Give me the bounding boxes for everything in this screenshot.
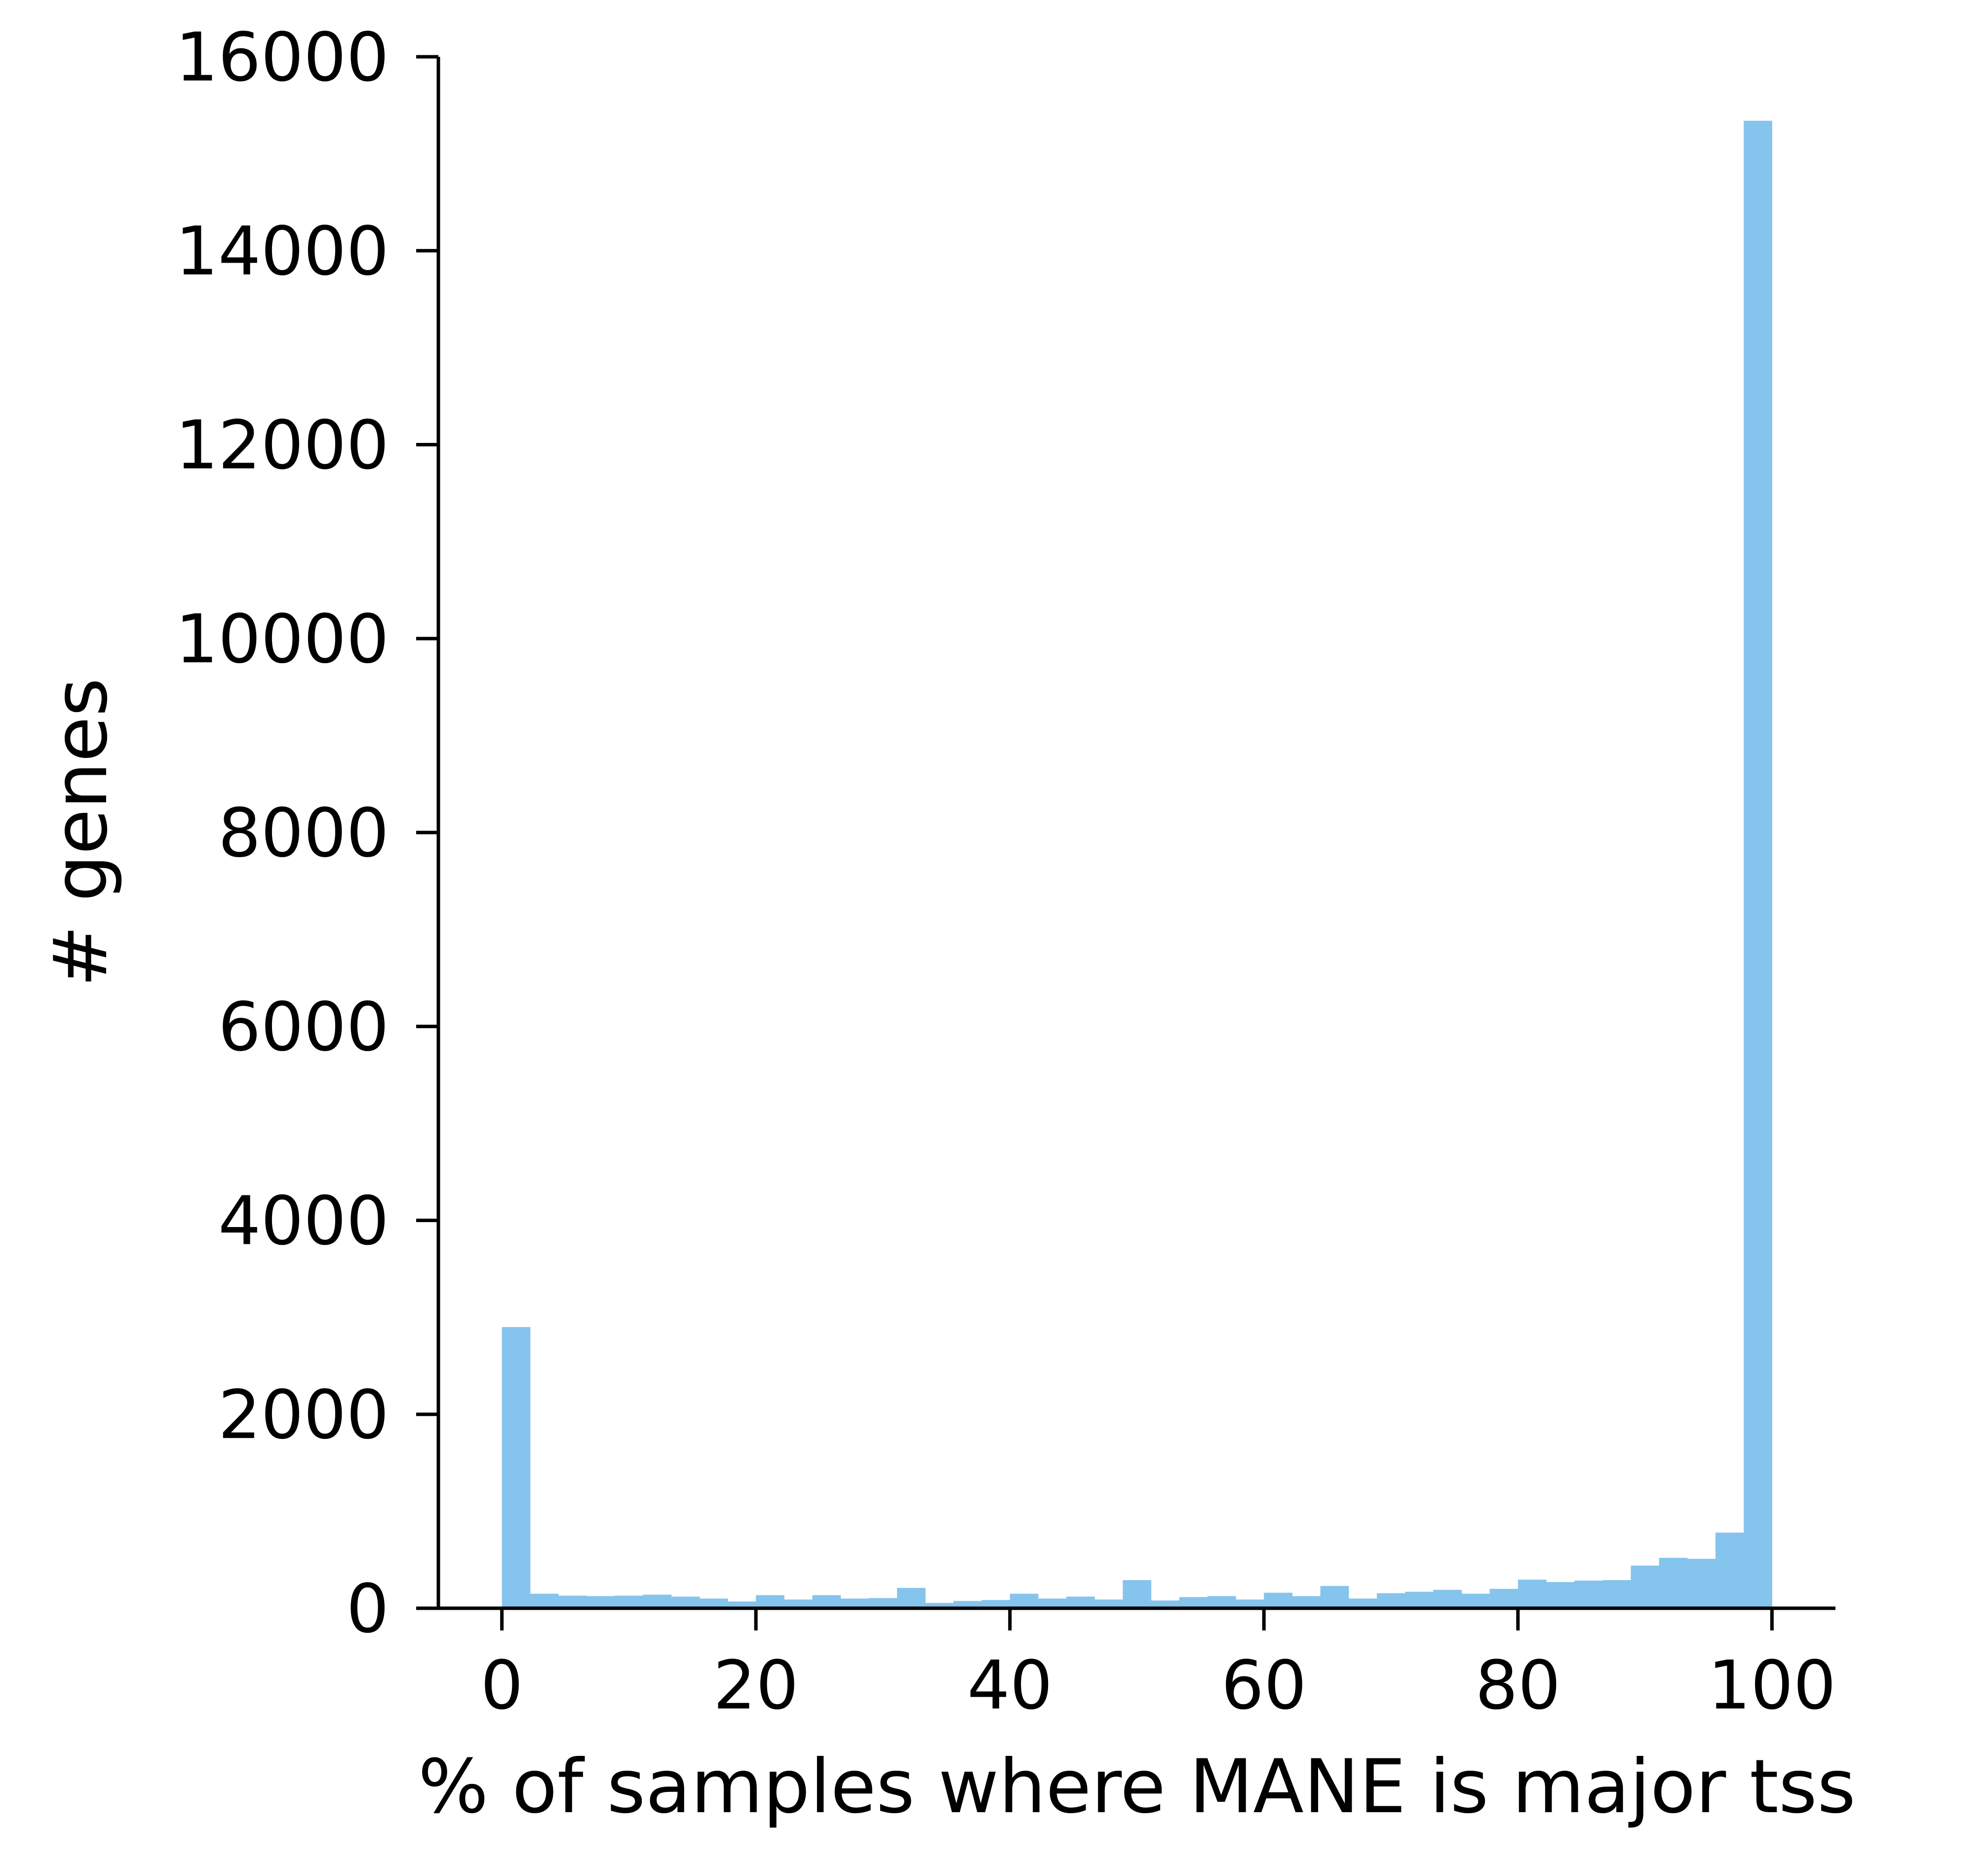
bars-group [502,120,1772,1609]
y-tick-label: 12000 [175,407,389,485]
histogram-bar [1348,1598,1377,1608]
histogram-bar [586,1596,615,1608]
histogram-bar [1687,1558,1716,1608]
histogram-bar [671,1596,700,1608]
histogram-bar [1179,1597,1208,1608]
histogram-bar [897,1588,926,1608]
histogram-bar [1292,1596,1321,1608]
histogram-bar [953,1601,982,1608]
histogram-bar [1489,1588,1519,1608]
histogram-bar [643,1594,672,1608]
histogram-bar [981,1600,1011,1608]
x-tick-label: 60 [1221,1647,1307,1725]
y-tick-label: 2000 [218,1376,389,1454]
x-axis-ticks: 0 20 40 60 80 100 [480,1608,1836,1725]
x-tick-label: 40 [967,1647,1052,1725]
histogram-bar [502,1327,531,1608]
histogram-bar [1094,1599,1124,1608]
histogram-bar [784,1599,813,1608]
histogram-bar [1546,1582,1575,1608]
histogram-bar [1518,1580,1547,1608]
histogram-bar [1659,1557,1688,1608]
histogram-bar [1602,1580,1632,1608]
y-axis-ticks: 0 2000 4000 6000 8000 10000 12000 14000 16000 [175,19,438,1648]
y-tick-label: 4000 [218,1183,389,1261]
histogram-bar [1320,1586,1349,1608]
histogram-bar [1151,1600,1180,1608]
histogram-bar [812,1595,841,1608]
histogram-bar [1123,1580,1152,1608]
y-tick-label: 14000 [175,213,389,291]
histogram-bar [1066,1596,1095,1608]
histogram-bar [868,1598,897,1608]
histogram-bar [1715,1532,1744,1608]
histogram-bar [1574,1581,1603,1608]
histogram-bar [615,1595,644,1608]
histogram-bar [1236,1599,1264,1608]
histogram-bar [1433,1589,1462,1608]
histogram-bar [925,1603,954,1608]
y-tick-label: 0 [346,1570,389,1648]
x-tick-label: 20 [713,1647,799,1725]
histogram-bar [1461,1593,1490,1608]
y-tick-label: 16000 [175,19,389,97]
histogram-bar [1010,1593,1039,1608]
x-tick-label: 100 [1708,1647,1836,1725]
x-axis-title: % of samples where MANE is major tss [418,1744,1856,1830]
histogram-bar [1744,120,1772,1609]
histogram-bar [840,1598,869,1608]
y-axis-title: # genes [38,678,124,987]
histogram-bar [558,1595,587,1608]
x-tick-label: 0 [480,1647,523,1725]
x-tick-label: 80 [1475,1647,1560,1725]
histogram-bar [1207,1596,1236,1608]
histogram-bar [756,1595,784,1608]
histogram-bar [1038,1598,1067,1608]
histogram-bar [699,1598,728,1608]
histogram-bar [1264,1592,1293,1608]
histogram-bar [530,1593,559,1608]
histogram-bar [1405,1591,1434,1608]
y-tick-label: 10000 [175,600,389,678]
y-tick-label: 8000 [218,794,389,873]
histogram-bar [1631,1565,1660,1608]
histogram-bar [1376,1593,1405,1608]
y-tick-label: 6000 [218,989,389,1067]
